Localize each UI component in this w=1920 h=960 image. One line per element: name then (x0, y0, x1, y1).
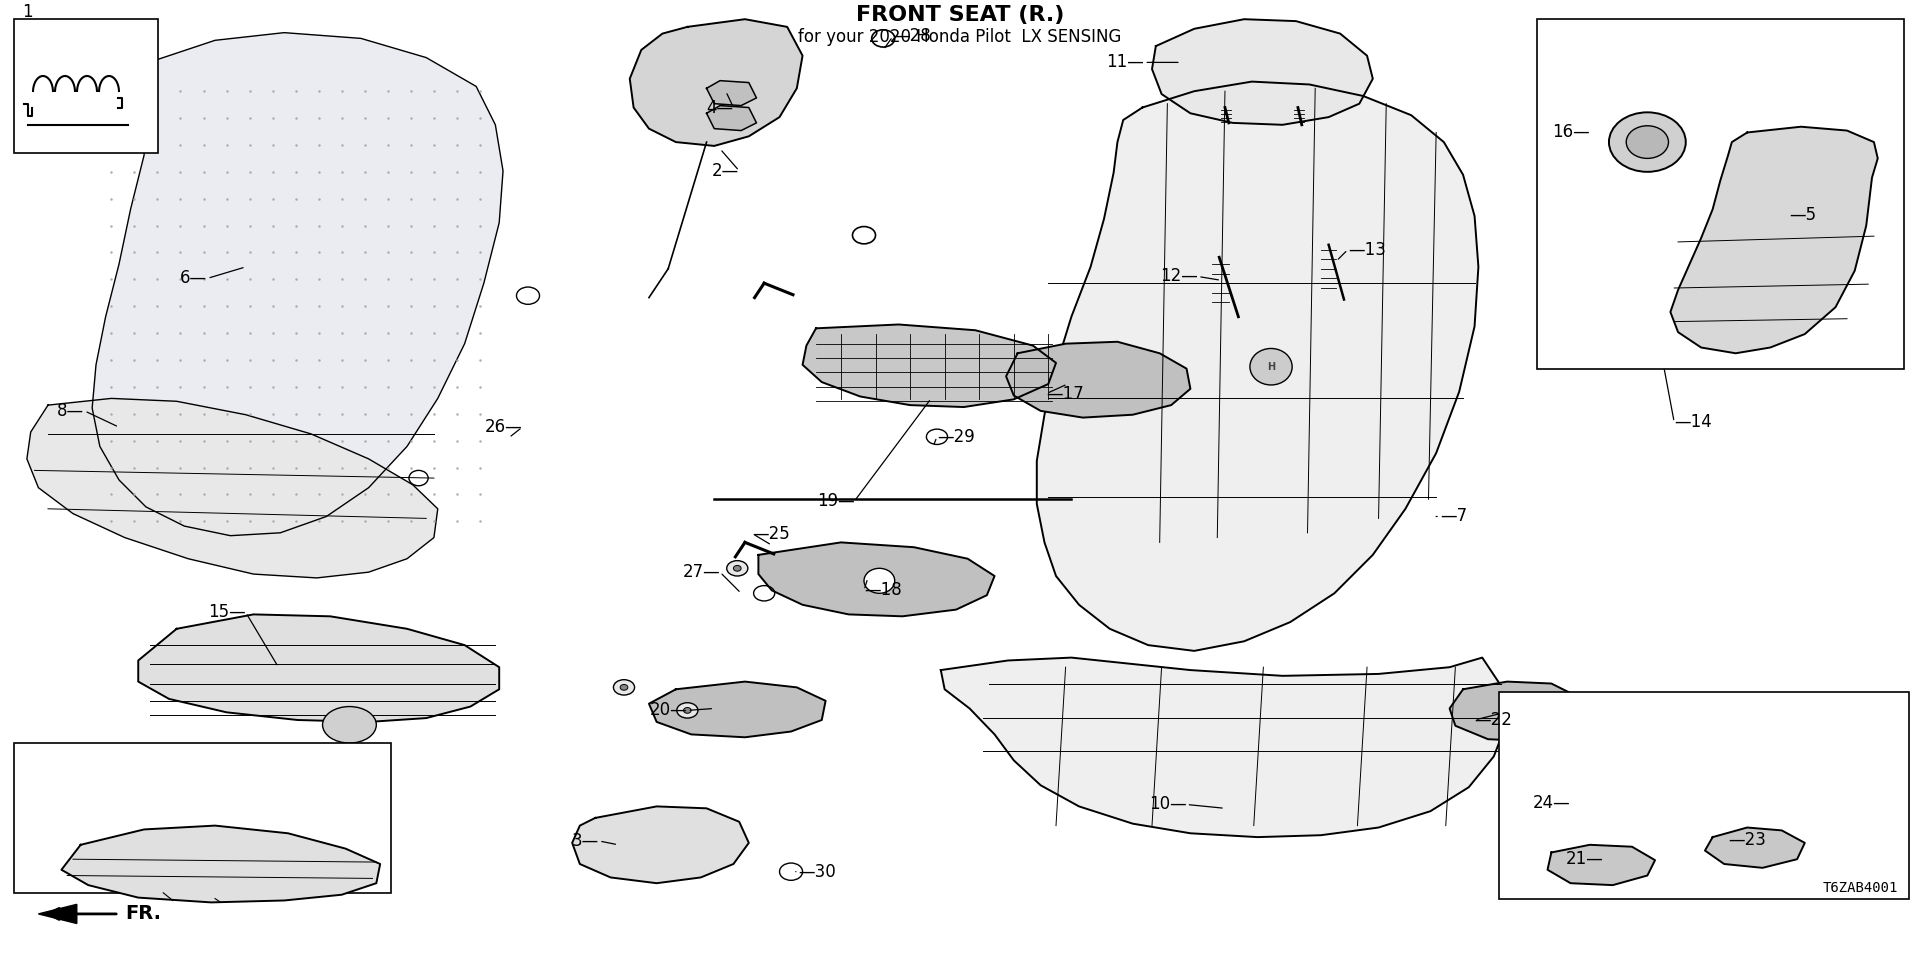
Text: 19—: 19— (816, 492, 854, 510)
FancyBboxPatch shape (1500, 692, 1908, 899)
Polygon shape (1450, 682, 1584, 741)
Ellipse shape (323, 707, 376, 743)
Polygon shape (758, 542, 995, 616)
Text: —13: —13 (1348, 241, 1386, 258)
Ellipse shape (1250, 348, 1292, 385)
Ellipse shape (614, 680, 634, 695)
Ellipse shape (684, 708, 691, 713)
Polygon shape (1152, 19, 1373, 125)
Polygon shape (1705, 828, 1805, 868)
Text: —7: —7 (1440, 508, 1467, 525)
Polygon shape (92, 33, 503, 536)
Text: 12—: 12— (1160, 268, 1198, 285)
Ellipse shape (1626, 126, 1668, 158)
Ellipse shape (1609, 112, 1686, 172)
Polygon shape (707, 106, 756, 131)
Text: 1: 1 (21, 3, 33, 21)
Text: T6ZAB4001: T6ZAB4001 (1822, 881, 1899, 895)
Polygon shape (27, 398, 438, 578)
Polygon shape (1571, 780, 1670, 818)
Text: —30: —30 (799, 863, 837, 880)
Text: 27—: 27— (682, 564, 720, 581)
Text: 21—: 21— (1565, 851, 1603, 868)
Text: —22: —22 (1475, 711, 1513, 729)
Text: —17: —17 (1046, 385, 1085, 402)
Polygon shape (38, 904, 77, 924)
Polygon shape (138, 614, 499, 722)
Ellipse shape (678, 703, 699, 718)
Polygon shape (630, 19, 803, 146)
Text: FRONT SEAT (R.): FRONT SEAT (R.) (856, 5, 1064, 25)
Text: —5: —5 (1789, 206, 1816, 224)
Polygon shape (1670, 127, 1878, 353)
Text: 4—: 4— (707, 99, 733, 116)
Polygon shape (941, 658, 1507, 837)
Ellipse shape (864, 568, 895, 593)
Polygon shape (707, 81, 756, 106)
Ellipse shape (726, 561, 747, 576)
Text: 24—: 24— (1532, 794, 1571, 811)
Text: —23: —23 (1728, 831, 1766, 849)
Polygon shape (803, 324, 1056, 407)
Text: 10—: 10— (1148, 796, 1187, 813)
Text: FR.: FR. (125, 904, 161, 924)
Ellipse shape (1638, 800, 1645, 805)
Ellipse shape (1824, 808, 1845, 824)
Text: 26—: 26— (484, 419, 522, 436)
Text: H: H (1267, 362, 1275, 372)
Text: 6—: 6— (180, 270, 207, 287)
Text: 15—: 15— (207, 604, 246, 621)
Text: 20—: 20— (649, 702, 687, 719)
Polygon shape (1594, 223, 1770, 315)
Ellipse shape (620, 684, 628, 690)
Text: for your 2020 Honda Pilot  LX SENSING: for your 2020 Honda Pilot LX SENSING (799, 28, 1121, 46)
Text: 11—: 11— (1106, 54, 1144, 71)
FancyBboxPatch shape (1538, 19, 1905, 369)
Text: 1: 1 (61, 865, 73, 882)
FancyBboxPatch shape (13, 743, 392, 893)
FancyBboxPatch shape (13, 19, 157, 153)
Polygon shape (61, 826, 380, 902)
Text: 3—: 3— (572, 832, 599, 850)
Polygon shape (1548, 845, 1655, 885)
Ellipse shape (733, 565, 741, 571)
Polygon shape (649, 682, 826, 737)
Ellipse shape (1630, 795, 1651, 810)
Ellipse shape (1832, 813, 1839, 819)
Text: 9—: 9— (98, 805, 125, 823)
Text: —28: —28 (893, 28, 931, 45)
Text: —14: —14 (1674, 414, 1713, 431)
Text: —29: —29 (937, 428, 975, 445)
Text: 16—: 16— (1551, 124, 1590, 141)
Text: 8—: 8— (58, 402, 84, 420)
Text: —25: —25 (753, 525, 791, 542)
Text: —18: —18 (864, 582, 902, 599)
Polygon shape (1037, 82, 1478, 651)
Polygon shape (572, 806, 749, 883)
Polygon shape (1006, 342, 1190, 418)
Text: 2—: 2— (712, 162, 739, 180)
